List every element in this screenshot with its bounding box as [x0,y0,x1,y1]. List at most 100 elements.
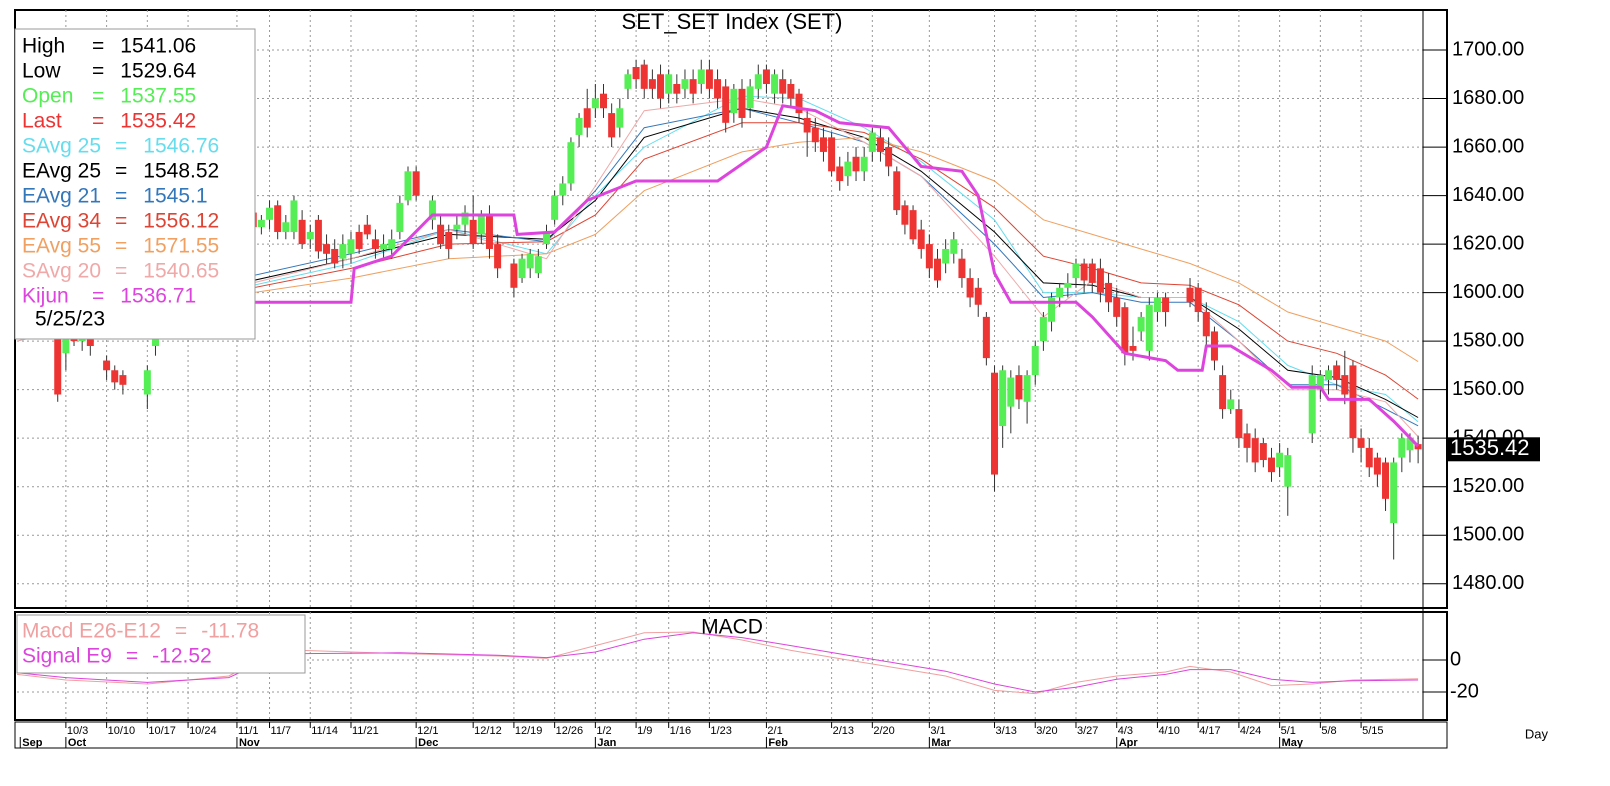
candle-body [437,224,445,245]
x-tick-label: 5/1 [1281,725,1296,737]
candle-body [542,231,550,245]
candle-body [54,326,62,395]
month-label: Mar [931,737,951,749]
candle-body [982,316,990,359]
x-tick-label: 11/1 [238,725,259,737]
candle-body [991,372,999,475]
candle-body [665,74,673,94]
candle-body [1072,263,1080,279]
candle-body [143,370,151,395]
candle-body [1039,316,1047,342]
candle-body [828,137,836,172]
candle-body [1414,444,1422,450]
indicator-line [17,104,1420,448]
candle-body [266,207,274,220]
legend-value: 1546.76 [143,135,219,158]
candle-body [461,212,469,225]
candle-body [1202,312,1210,337]
x-tick-label: 12/1 [417,725,438,737]
legend-value: -12.52 [152,645,212,668]
x-tick-label: 11/7 [271,725,292,737]
candle-body [1284,455,1292,487]
indicator-line [16,136,1419,363]
y-tick-label: -20 [1450,680,1479,702]
candle-body [958,258,966,279]
candle-body [1023,375,1031,402]
legend-value: 1535.42 [120,110,196,133]
candle-body [445,231,453,249]
candle-body [1235,409,1243,439]
candle-body [428,200,436,220]
candle-body [1276,452,1284,468]
candle-body [290,200,298,232]
last-price-box [1447,437,1540,462]
x-tick-label: 3/27 [1077,725,1098,737]
legend-separator: = [92,285,104,308]
candle-body [844,161,852,177]
candle-body [583,108,591,128]
legend-value: 1537.55 [120,85,196,108]
candle-body [868,132,876,152]
chart-title: SET_SET Index (SET) [622,9,843,34]
x-tick-label: 10/10 [108,725,136,737]
legend-label: Kijun [22,285,69,308]
candle-body [600,93,608,109]
legend-value: 1541.06 [120,35,196,58]
candle-body [1219,375,1227,410]
x-tick-label: 3/20 [1036,725,1057,737]
x-tick-label: 1/9 [637,725,652,737]
month-label: Sep [22,737,42,749]
candle-body [624,74,632,89]
candle-body [1096,268,1104,293]
candle-body [298,219,306,245]
x-tick-label: 1/16 [670,725,691,737]
y-tick-label: 1480.00 [1452,572,1524,594]
candle-body [876,137,884,152]
y-tick-label: 1620.00 [1452,232,1524,254]
y-tick-label: 1640.00 [1452,184,1524,206]
candle-body [1088,263,1096,283]
candle-body [1121,307,1129,354]
candle-body [616,108,624,128]
candle-body [1113,297,1121,317]
macd-title: MACD [701,616,763,639]
candle-body [510,263,518,288]
candle-body [363,224,371,235]
candle-body [893,171,901,211]
legend-separator: = [115,210,127,233]
candle-body [1194,287,1202,313]
candle-body [1365,447,1373,468]
candle-body [754,74,762,89]
x-tick-label: 12/26 [556,725,584,737]
candle-body [1357,438,1365,448]
x-tick-label: 10/17 [148,725,176,737]
x-tick-label: 5/15 [1362,725,1383,737]
candle-body [1015,375,1023,400]
legend-separator: = [115,235,127,258]
candle-body [1162,297,1170,313]
candle-body [925,244,933,269]
candle-body [380,244,388,249]
legend-label: EAvg 34 [22,210,101,233]
candle-body [575,117,583,135]
month-label: Apr [1119,737,1139,749]
candle-body [1243,433,1251,448]
candle-body [942,248,950,264]
legend-separator: = [92,85,104,108]
candle-body [1333,365,1341,380]
candle-body [909,210,917,240]
candle-body [1398,438,1406,458]
y-tick-label: 1660.00 [1452,135,1524,157]
legend-separator: = [115,160,127,183]
candle-body [1153,297,1161,313]
y-tick-label: 1500.00 [1452,524,1524,546]
candle-body [673,83,681,94]
candle-body [1105,282,1113,303]
candle-body [1316,375,1324,390]
candle-body [469,219,477,245]
legend-separator: = [92,110,104,133]
candle-body [567,142,575,184]
candle-body [966,278,974,298]
x-tick-label: 2/20 [873,725,894,737]
legend-value: 1556.12 [143,210,219,233]
